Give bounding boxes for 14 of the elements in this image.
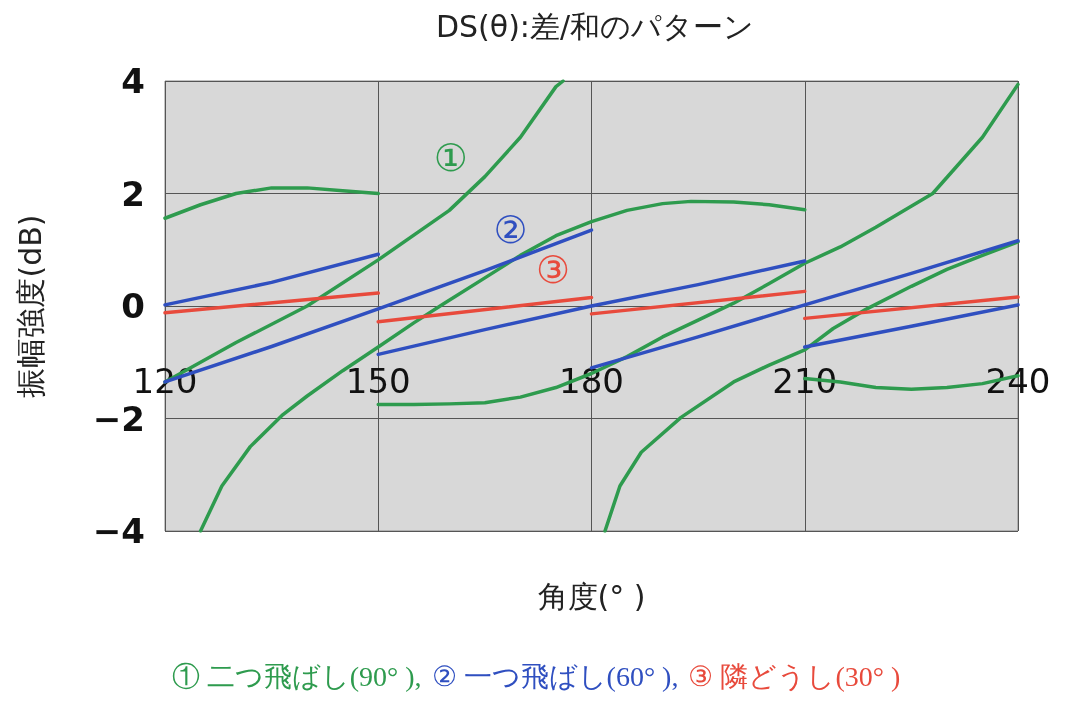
text: ① 二つ飛ばし(90° ), (171, 661, 422, 692)
y-tick-label: −4 (92, 511, 145, 551)
y-tick-label: 2 (121, 173, 145, 214)
y-axis-title: 振幅強度(dB) (12, 214, 48, 398)
series-label: ③ (536, 248, 571, 292)
text: ③ 隣どうし(30° ) (688, 661, 901, 692)
y-tick-label: 0 (121, 286, 145, 326)
text: ② 一つ飛ばし(60° ), (431, 661, 679, 692)
series-label: ② (493, 207, 528, 252)
x-axis-title: 角度(° ) (537, 578, 646, 614)
y-tick-label: −2 (92, 398, 145, 439)
series-label: ① (433, 135, 468, 180)
y-tick-label: 4 (121, 61, 145, 101)
chart-title: DS(θ):差/和のパターン (435, 8, 755, 44)
